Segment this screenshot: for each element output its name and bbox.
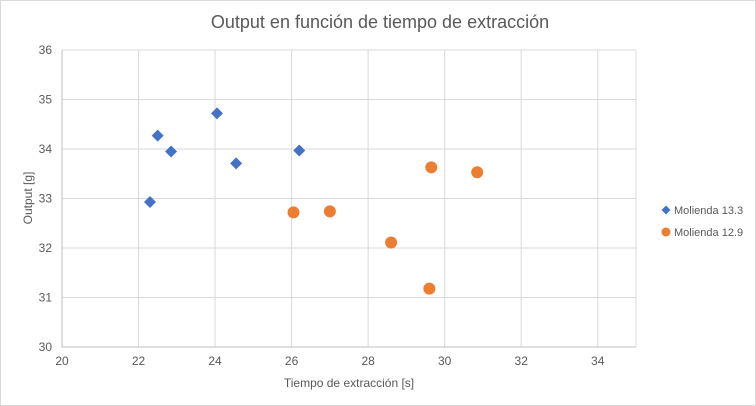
legend-marker-circle [661,227,671,237]
data-points [144,107,484,295]
x-tick-label: 26 [285,354,299,368]
chart-title: Output en función de tiempo de extracció… [211,12,549,32]
data-point-circle [423,282,436,295]
x-tick-label: 22 [132,354,146,368]
y-tick-label: 36 [39,43,53,57]
data-point-circle [425,161,438,174]
data-point-circle [287,206,300,219]
y-tick-label: 34 [39,142,53,156]
x-axis-title: Tiempo de extracción [s] [284,376,414,390]
data-point-diamond [144,195,157,208]
data-point-diamond [165,145,178,158]
data-point-diamond [151,129,164,142]
legend-label: Molienda 12.9 [674,227,743,239]
y-tick-label: 33 [39,192,53,206]
x-tick-label: 24 [208,354,222,368]
x-tick-label: 20 [55,354,69,368]
y-axis-title: Output [g] [21,172,35,225]
y-tick-label: 31 [39,291,53,305]
x-tick-label: 28 [361,354,375,368]
axes: 30 31 32 33 34 35 36 20 22 24 26 28 30 32 34 [39,43,636,368]
data-point-circle [323,205,336,218]
y-tick-label: 35 [39,93,53,107]
x-tick-label: 32 [515,354,529,368]
x-tick-label: 34 [591,354,605,368]
data-point-diamond [293,144,306,157]
legend-label: Molienda 13.3 [674,205,743,217]
x-tick-label: 30 [438,354,452,368]
y-tick-label: 32 [39,241,53,255]
y-tick-label: 30 [39,340,53,354]
data-point-circle [385,236,398,249]
legend: Molienda 13.3 Molienda 12.9 [661,205,743,239]
data-point-diamond [230,157,243,170]
legend-marker-diamond [661,205,671,215]
data-point-circle [471,166,484,179]
data-point-diamond [210,107,223,120]
